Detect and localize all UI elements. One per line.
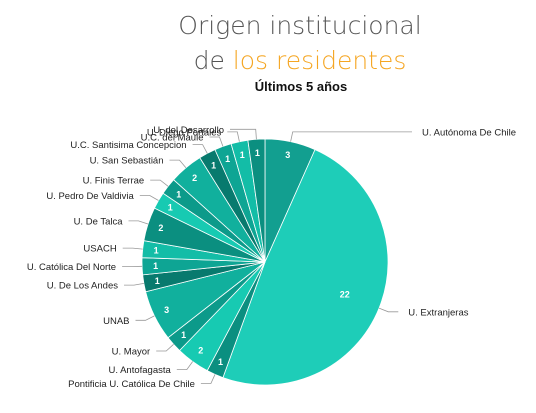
category-label-u-c-del-maule: U.C. del Maule [141, 133, 204, 144]
leader-line [139, 195, 159, 201]
category-label-u-c-santisima-concepcion: U.C. Santisima Concepcion [70, 140, 186, 151]
category-label-u-pedro-de-valdivia: U. Pedro De Valdivia [46, 191, 134, 202]
leader-line [150, 179, 169, 187]
slice-value-label: 22 [340, 289, 350, 299]
chart-title-line2: de los residentes [194, 46, 407, 75]
slice-value-label: 1 [155, 276, 160, 286]
category-label-u-finis-terrae: U. Finis Terrae [83, 176, 145, 187]
leader-line [290, 131, 412, 142]
leader-line [209, 136, 224, 147]
category-label-u-antofagasta: U. Antofagasta [108, 365, 171, 376]
category-label-u-san-sebasti-n: U. San Sebastián [90, 156, 164, 167]
slice-value-label: 2 [198, 346, 203, 356]
slice-value-label: 1 [176, 190, 181, 200]
category-label-pontificia-u-cat-lica-de-chile: Pontificia U. Católica De Chile [68, 379, 195, 390]
slice-value-label: 3 [285, 150, 290, 160]
slice-value-label: 1 [211, 160, 216, 170]
leader-line [124, 283, 144, 286]
leader-line [227, 131, 240, 142]
leader-line [200, 374, 216, 384]
category-label-usach: USACH [83, 244, 116, 255]
pie-slice-u-extranjeras [222, 149, 389, 386]
category-label-u-extranjeras: U. Extranjeras [408, 307, 468, 318]
slice-value-label: 1 [168, 202, 173, 212]
leader-lines [122, 128, 412, 384]
category-label-u-mayor: U. Mayor [112, 347, 151, 358]
leader-line [122, 247, 143, 250]
category-label-u-cat-lica-del-norte: U. Católica Del Norte [27, 262, 116, 273]
leader-line [176, 361, 194, 371]
slice-value-label: 1 [218, 357, 223, 367]
category-label-u-diego-portales: U. Diego Portales [147, 127, 222, 138]
leader-line [156, 344, 174, 352]
category-label-unab: UNAB [103, 316, 129, 327]
slice-value-label: 2 [192, 173, 197, 183]
category-label-u-de-talca: U. De Talca [74, 216, 124, 227]
slice-value-label: 3 [164, 305, 169, 315]
slice-value-label: 2 [158, 223, 163, 233]
slice-value-label: 1 [153, 261, 158, 271]
slice-value-label: 1 [181, 330, 186, 340]
leader-line [230, 128, 257, 140]
chart-title-prefix: de [194, 46, 225, 75]
leader-line [169, 159, 187, 169]
chart-title-line1: Origen institucional [178, 11, 421, 40]
category-label-u-del-desarrollo: U. del Desarrollo [153, 125, 224, 136]
slice-value-label: 1 [255, 148, 260, 158]
category-labels: U. Autónoma De Chile U. Extranjeras Pontif… [27, 125, 516, 390]
chart-subtitle: Últimos 5 años [255, 79, 347, 94]
chart-title-highlight: los residentes [233, 46, 407, 75]
category-label-u-de-los-andes: U. De Los Andes [47, 281, 119, 292]
slice-value-label: 1 [240, 150, 245, 160]
leader-line [378, 307, 399, 313]
slice-value-label: 1 [154, 246, 159, 256]
leader-line [128, 220, 149, 225]
category-label-u-aut-noma-de-chile: U. Autónoma De Chile [422, 127, 516, 138]
leader-line [135, 315, 155, 321]
leader-line [192, 144, 208, 154]
slice-value-label: 1 [225, 154, 230, 164]
pie-slice-u-del-desarrollo [247, 138, 266, 263]
